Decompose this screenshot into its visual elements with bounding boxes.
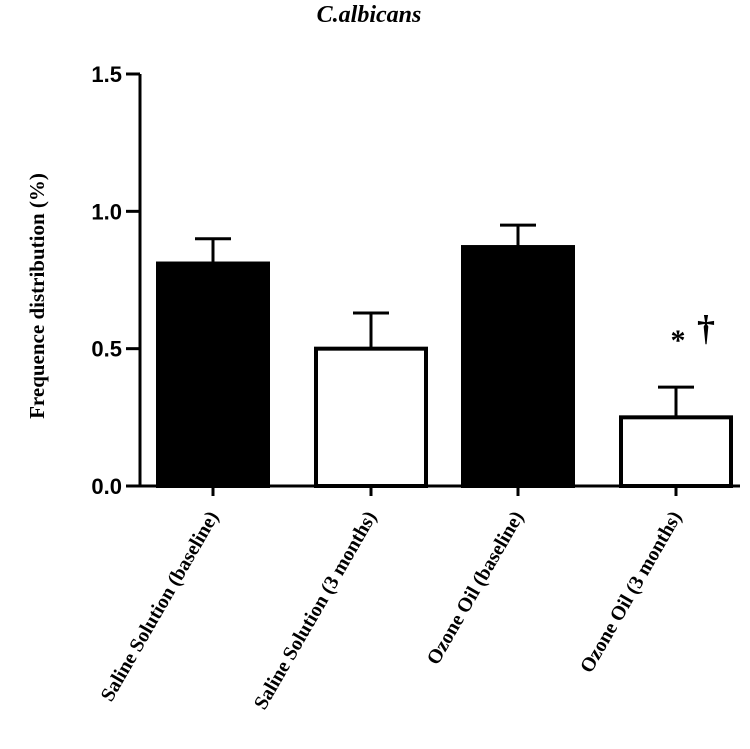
y-axis-label: Frequence distribution (%): [25, 173, 49, 419]
x-tick-label: Saline Solution (baseline): [96, 508, 223, 706]
x-tick-label: Ozone Oil (3 months): [576, 508, 686, 677]
y-tick-label: 1.0: [91, 199, 122, 224]
significance-star: *: [671, 324, 686, 357]
bars: * †: [156, 223, 733, 489]
x-axis: Saline Solution (baseline) Saline Solutio…: [96, 484, 740, 714]
bar: [461, 245, 575, 488]
x-tick-label: Ozone Oil (baseline): [423, 508, 529, 669]
chart-title: C.albicans: [317, 2, 422, 28]
bar: [314, 346, 428, 488]
y-axis: 0.0 0.5 1.0 1.5: [91, 62, 142, 499]
bar: [156, 261, 270, 488]
x-tick-label: Saline Solution (3 months): [250, 508, 382, 714]
y-tick-label: 0.0: [91, 474, 122, 499]
bar: [619, 415, 733, 489]
y-tick-label: 1.5: [91, 62, 122, 87]
significance-dagger: †: [697, 308, 715, 348]
y-tick-label: 0.5: [91, 337, 122, 362]
